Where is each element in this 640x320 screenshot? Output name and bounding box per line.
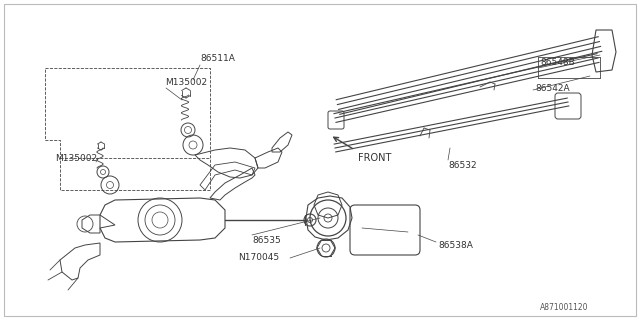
Text: A871001120: A871001120 [540,303,589,313]
Text: M135002: M135002 [165,77,207,86]
Text: FRONT: FRONT [358,153,392,163]
Text: 86548B: 86548B [540,58,575,67]
Text: 86542A: 86542A [535,84,570,92]
Text: 86535: 86535 [252,236,281,244]
Text: 86532: 86532 [448,161,477,170]
Text: 86538A: 86538A [438,241,473,250]
Text: M135002: M135002 [55,154,97,163]
Text: 86511A: 86511A [200,53,235,62]
Text: N170045: N170045 [238,253,279,262]
